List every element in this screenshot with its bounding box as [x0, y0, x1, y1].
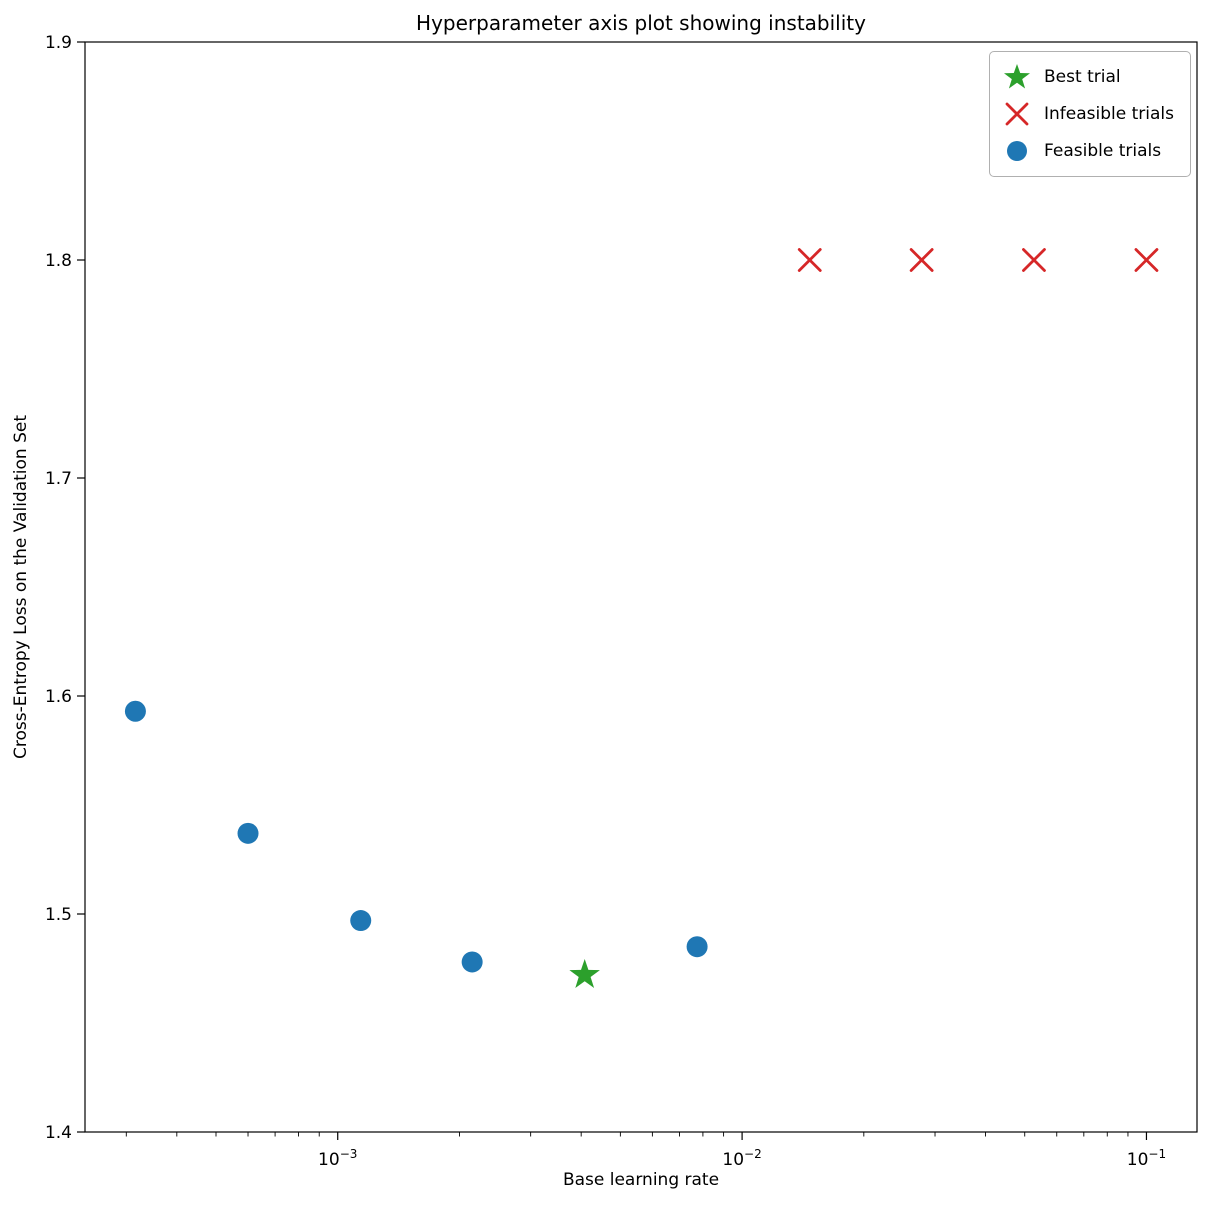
star-icon [1002, 62, 1032, 92]
feasible-trial-marker [686, 936, 708, 958]
feasible-trial-marker [350, 910, 372, 932]
circle-icon [1002, 136, 1032, 166]
legend-item-feasible-trials: Feasible trials [1002, 136, 1174, 166]
x-tick-label: 10−2 [722, 1147, 761, 1170]
legend-label-infeasible-trials: Infeasible trials [1044, 104, 1174, 124]
y-tick-label: 1.5 [45, 905, 72, 925]
axes-frame [84, 41, 1198, 1133]
infeasible-trial-marker [797, 248, 822, 272]
x-tick-label: 10−1 [1127, 1147, 1166, 1170]
feasible-trial-marker [461, 951, 483, 973]
legend-item-best-trial: Best trial [1002, 62, 1174, 92]
y-axis-label: Cross-Entropy Loss on the Validation Set [11, 414, 31, 760]
legend-label-best-trial: Best trial [1044, 67, 1121, 87]
x-tick-label: 10−3 [318, 1147, 357, 1170]
x-axis-label: Base learning rate [562, 1170, 720, 1190]
best-trial-marker [569, 959, 600, 988]
y-tick-label: 1.4 [45, 1123, 72, 1143]
feasible-trial-marker [237, 822, 259, 844]
infeasible-trial-marker [909, 248, 934, 272]
infeasible-trial-marker [1134, 248, 1159, 272]
y-tick-label: 1.7 [45, 469, 72, 489]
infeasible-trial-marker [1022, 248, 1046, 272]
legend-label-feasible-trials: Feasible trials [1044, 141, 1162, 161]
chart-title: Hyperparameter axis plot showing instabi… [416, 11, 866, 35]
y-tick-label: 1.8 [45, 251, 72, 271]
feasible-trial-marker [124, 700, 146, 722]
x-icon [1002, 99, 1032, 129]
y-tick-label: 1.9 [45, 33, 72, 53]
legend: Best trial Infeasible trials Feasible tr… [989, 51, 1191, 177]
y-tick-label: 1.6 [45, 687, 72, 707]
legend-item-infeasible-trials: Infeasible trials [1002, 99, 1174, 129]
